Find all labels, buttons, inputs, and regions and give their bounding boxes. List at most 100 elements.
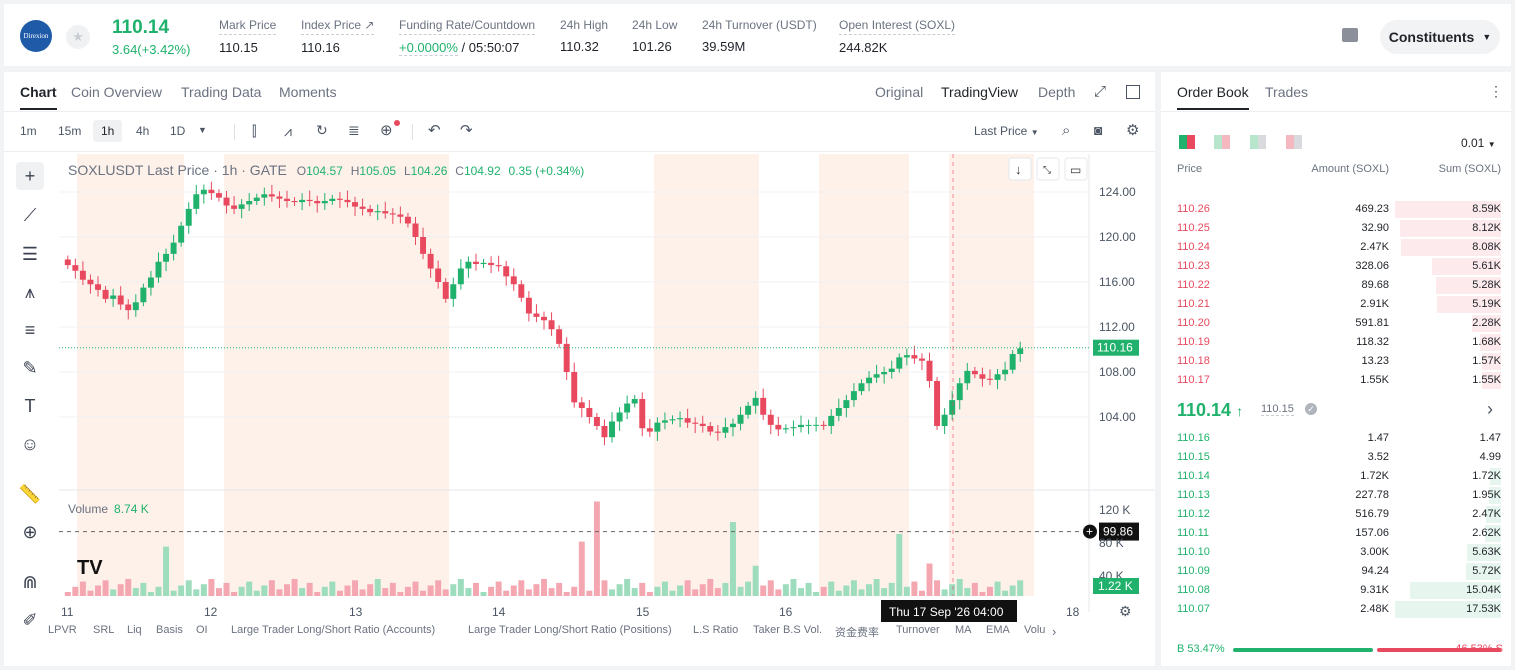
templates-icon[interactable]: ≣ [348,122,360,138]
emoji-icon[interactable]: ☺ [20,434,40,454]
bid-sum: 1.95K [1472,489,1501,501]
stat-open-interest[interactable]: Open Interest (SOXL) 244.82K [839,18,956,55]
camera-icon[interactable]: ◙ [1094,122,1103,138]
volume-bar [382,588,389,596]
price-chart[interactable]: 110.16 + 99.86 124.00 120.00 116.00 112.00 108.… [59,154,1155,624]
indicator-tab[interactable]: Volu [1024,624,1046,636]
timeframe-1h[interactable]: 1h [93,120,123,142]
expand-icon[interactable]: ⤢ [1094,83,1107,100]
bid-row[interactable]: 110.07 2.48K 17.53K [1161,600,1511,619]
stat-funding-rate[interactable]: Funding Rate/Countdown +0.0000% / 05:50:… [399,18,536,56]
indicator-tab[interactable]: OI [196,624,208,636]
ask-row[interactable]: 110.21 2.91K 5.19K [1161,295,1511,314]
ask-row[interactable]: 110.22 89.68 5.28K [1161,276,1511,295]
tab-order-book[interactable]: Order Book [1177,84,1249,110]
stat-index-price[interactable]: Index Price ↗ 110.16 [301,18,375,55]
bid-row[interactable]: 110.14 1.72K 1.72K [1161,467,1511,486]
book-view-both-icon[interactable] [1179,135,1195,149]
bid-row[interactable]: 110.15 3.52 4.99 [1161,448,1511,467]
ask-row[interactable]: 110.17 1.55K 1.55K [1161,371,1511,390]
undo-icon[interactable]: ↶ [428,122,441,139]
candlestick-type-icon[interactable]: ⫿ [252,123,257,139]
constituents-dropdown[interactable]: Constituents ▼ [1380,20,1500,54]
ask-row[interactable]: 110.20 591.81 2.28K [1161,314,1511,333]
indicators-icon[interactable]: ⩘ [284,123,292,139]
stat-mark-price[interactable]: Mark Price 110.15 [219,18,277,55]
collapse-button[interactable] [1036,157,1060,181]
ask-row[interactable]: 110.26 469.23 8.59K [1161,200,1511,219]
tab-trading-data[interactable]: Trading Data [181,84,262,100]
ask-row[interactable]: 110.18 13.23 1.57K [1161,352,1511,371]
indicator-tab[interactable]: EMA [986,624,1010,636]
tab-moments[interactable]: Moments [279,84,337,100]
ask-row[interactable]: 110.25 32.90 8.12K [1161,219,1511,238]
candle-body [593,417,600,426]
tab-trades[interactable]: Trades [1265,84,1309,100]
crosshair-icon[interactable]: + [16,162,44,190]
ruler-icon[interactable]: 📏 [18,484,42,504]
indicator-tab[interactable]: Turnover [896,624,940,636]
scroll-down-button[interactable] [1008,157,1032,181]
lock-draw-icon[interactable]: ✐ [22,610,38,630]
precision-select[interactable]: 0.01 ▼ [1461,136,1496,150]
axis-settings-icon[interactable]: ⚙ [1119,603,1132,619]
timeframe-15m[interactable]: 15m [58,124,82,138]
trend-line-icon[interactable]: ⟋ [23,205,37,225]
ask-row[interactable]: 110.23 328.06 5.61K [1161,257,1511,276]
indicator-tab[interactable]: Large Trader Long/Short Ratio (Positions… [468,624,672,636]
search-icon[interactable]: ⌕ [1062,122,1071,139]
view-tradingview[interactable]: TradingView [941,84,1019,100]
add-indicator-icon[interactable]: ⊕ [380,120,400,139]
redo-icon[interactable]: ↷ [460,122,473,139]
pattern-icon[interactable]: ⩚ [24,282,36,302]
favorite-star-icon[interactable]: ★ [66,25,90,49]
caret-down-icon: ▼ [1482,32,1492,42]
book-view-bids-icon[interactable] [1214,135,1230,149]
tab-coin-overview[interactable]: Coin Overview [71,84,163,100]
timeframe-dropdown-icon[interactable]: ▼ [198,125,207,135]
timeframe-1d[interactable]: 1D [170,124,186,138]
chevron-right-icon[interactable]: › [1487,399,1493,419]
indicator-tab[interactable]: LPVR [48,624,77,636]
indicator-tab[interactable]: Basis [156,624,183,636]
horizontal-lines-icon[interactable]: ☰ [21,244,39,264]
indicator-tab[interactable]: SRL [93,624,115,636]
fullscreen-icon[interactable] [1126,85,1140,99]
chevron-right-icon[interactable]: › [1052,624,1057,639]
more-icon[interactable]: ⋮ [1489,83,1503,99]
view-depth[interactable]: Depth [1038,84,1076,100]
indicator-tab[interactable]: Liq [127,624,142,636]
reload-icon[interactable]: ↻ [316,122,328,138]
ask-row[interactable]: 110.19 118.32 1.68K [1161,333,1511,352]
bid-amount: 516.79 [1355,508,1389,520]
zoom-in-icon[interactable]: ⊕ [22,522,38,542]
bid-row[interactable]: 110.08 9.31K 15.04K [1161,581,1511,600]
price-type-select[interactable]: Last Price ▼ [974,124,1039,138]
tab-chart[interactable]: Chart [20,84,57,110]
gear-icon[interactable]: ⚙ [1126,122,1140,139]
bid-row[interactable]: 110.09 94.24 5.72K [1161,562,1511,581]
indicator-tab[interactable]: Taker B.S Vol. [753,624,823,636]
view-original[interactable]: Original [875,84,924,100]
timeframe-4h[interactable]: 4h [136,124,150,138]
indicator-tab[interactable]: 资金费率 [835,627,879,639]
book-view-asks-icon[interactable] [1250,135,1266,149]
bid-row[interactable]: 110.11 157.06 2.62K [1161,524,1511,543]
bid-row[interactable]: 110.16 1.47 1.47 [1161,429,1511,448]
timeframe-1m[interactable]: 1m [20,124,37,138]
maximize-button[interactable] [1064,157,1088,181]
book-icon[interactable] [1342,28,1358,42]
magnet-icon[interactable]: ⋒ [22,572,38,592]
ask-row[interactable]: 110.24 2.47K 8.08K [1161,238,1511,257]
bid-row[interactable]: 110.13 227.78 1.95K [1161,486,1511,505]
fib-icon[interactable]: ≡ [24,320,36,340]
indicator-tab[interactable]: Large Trader Long/Short Ratio (Accounts) [231,624,436,636]
indicator-tab[interactable]: L.S Ratio [693,624,739,636]
brush-icon[interactable]: ✎ [22,358,38,378]
bid-row[interactable]: 110.10 3.00K 5.63K [1161,543,1511,562]
bid-row[interactable]: 110.12 516.79 2.47K [1161,505,1511,524]
book-view-sell-icon[interactable] [1286,135,1302,149]
add-alert-icon[interactable] [1083,524,1097,539]
text-icon[interactable]: T [24,396,36,416]
indicator-tab[interactable]: MA [955,624,972,636]
